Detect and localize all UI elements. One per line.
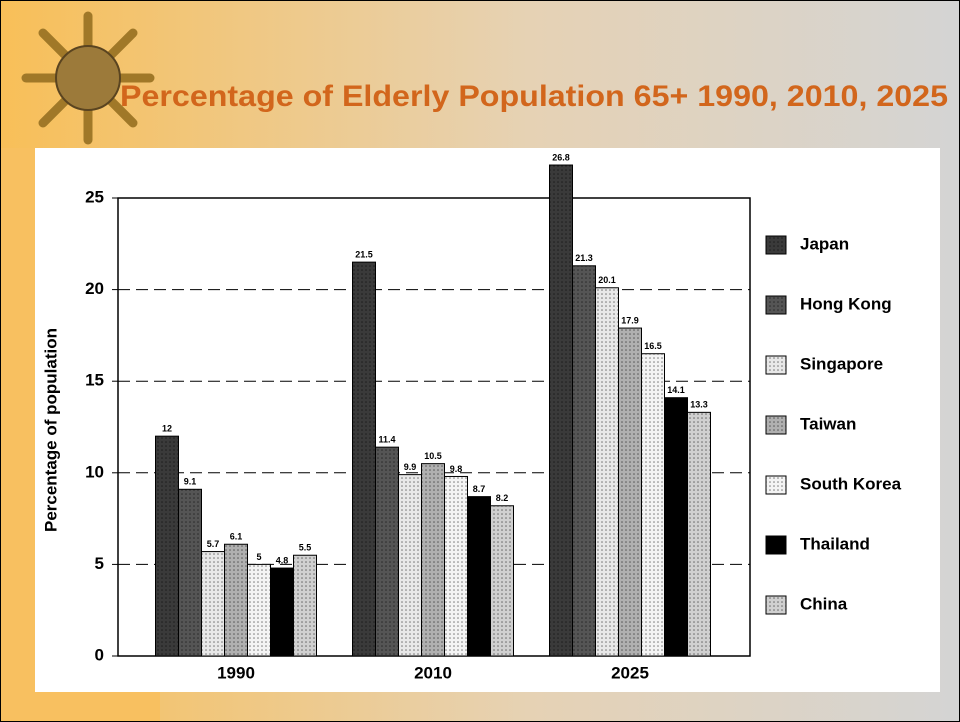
legend-label: Taiwan [800,414,856,433]
bar-texture [270,568,294,656]
legend-texture [766,476,786,494]
bar-texture [687,412,711,656]
bar-texture [595,287,619,656]
data-label: 26.8 [552,152,570,162]
bar-texture [375,447,399,656]
legend-label: Singapore [800,354,883,373]
bar-texture [293,555,317,656]
y-tick-label: 5 [95,554,104,573]
y-tick-label: 0 [95,645,104,664]
data-label: 4.8 [276,555,289,565]
data-label: 12 [162,424,172,434]
legend-label: South Korea [800,474,902,493]
data-label: 9.1 [184,477,197,487]
legend-texture [766,356,786,374]
sun-icon [21,11,155,145]
data-label: 10.5 [424,451,442,461]
x-tick-label: 1990 [217,663,255,682]
bar-texture [155,436,179,656]
data-label: 21.3 [575,253,593,263]
bar-texture [201,551,225,656]
chart-title: Percentage of Elderly Population 65+ 199… [120,80,948,113]
data-label: 5 [256,552,261,562]
data-label: 9.8 [450,464,463,474]
legend-texture [766,416,786,434]
data-label: 13.3 [690,400,708,410]
bar-texture [641,353,665,656]
x-tick-label: 2025 [611,663,649,682]
bar-texture [664,397,688,656]
y-tick-label: 25 [85,187,104,206]
legend-label: Hong Kong [800,294,892,313]
bar-texture [398,474,422,656]
y-axis-label: Percentage of population [41,328,60,532]
data-label: 5.7 [207,539,220,549]
legend-label: Japan [800,234,849,253]
data-label: 6.1 [230,532,243,542]
data-label: 8.2 [496,493,509,503]
data-label: 20.1 [598,275,616,285]
legend-texture [766,536,786,554]
data-label: 14.1 [667,385,685,395]
legend-texture [766,596,786,614]
data-label: 11.4 [378,435,395,445]
legend-label: Thailand [800,534,870,553]
y-tick-label: 20 [85,279,104,298]
data-label: 17.9 [621,315,639,325]
bar-texture [352,262,376,656]
bar-texture [421,463,445,656]
data-label: 16.5 [644,341,662,351]
y-tick-label: 10 [85,462,104,481]
data-label: 5.5 [299,543,312,553]
bar-texture [178,489,202,656]
x-tick-label: 2010 [414,663,452,682]
bar-texture [467,496,491,656]
bar-texture [224,544,248,656]
bar-texture [549,165,573,657]
y-tick-label: 15 [85,371,104,390]
bar-texture [618,328,642,656]
bar-texture [572,265,596,656]
data-label: 9.9 [404,462,417,472]
legend-label: China [800,594,848,613]
data-label: 8.7 [473,484,486,494]
legend-texture [766,236,786,254]
data-label: 21.5 [355,249,373,259]
legend-texture [766,296,786,314]
bar-texture [444,476,468,656]
bar-texture [247,564,271,656]
bar-texture [490,505,514,656]
